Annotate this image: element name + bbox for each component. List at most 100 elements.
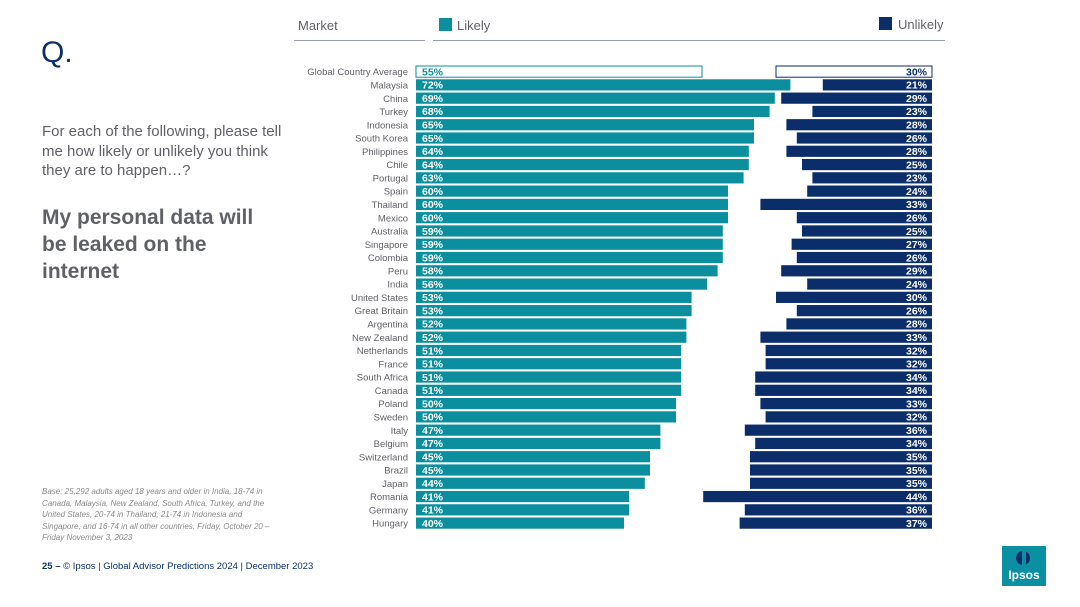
likely-bar-turkey: [416, 105, 770, 118]
likely-bar-thailand: [416, 198, 728, 210]
likely-value-portugal: 63%: [422, 173, 444, 185]
likely-bar-mexico: [416, 212, 728, 224]
unlikely-value-new-zealand: 33%: [906, 332, 928, 344]
unlikely-bar-indonesia: [786, 119, 932, 131]
likely-value-argentina: 52%: [422, 319, 444, 331]
likely-value-malaysia: 72%: [422, 80, 444, 92]
unlikely-value-chile: 25%: [906, 159, 928, 171]
likely-value-new-zealand: 52%: [422, 332, 444, 344]
unlikely-bar-china: [781, 92, 932, 104]
likely-value-thailand: 60%: [422, 199, 444, 211]
likely-value-france: 51%: [422, 359, 444, 371]
likely-value-spain: 60%: [422, 186, 444, 198]
footer-text: © Ipsos | Global Advisor Predictions 202…: [63, 561, 314, 572]
category-label-india: India: [387, 280, 408, 291]
unlikely-value-germany: 36%: [906, 505, 928, 517]
category-label-united-states: United States: [351, 293, 408, 304]
unlikely-value-thailand: 33%: [906, 199, 928, 211]
likely-value-great-britain: 53%: [422, 305, 444, 317]
unlikely-value-indonesia: 28%: [906, 120, 928, 132]
unlikely-value-sweden: 32%: [906, 412, 928, 424]
likely-value-turkey: 68%: [422, 106, 444, 118]
unlikely-bar-france: [765, 358, 932, 370]
unlikely-value-brazil: 35%: [906, 465, 928, 477]
likely-value-philippines: 64%: [422, 146, 444, 158]
category-label-peru: Peru: [388, 266, 408, 277]
footer: 25 – © Ipsos | Global Advisor Prediction…: [42, 561, 313, 572]
likely-bar-canada: [416, 384, 682, 396]
likely-value-belgium: 47%: [422, 438, 444, 450]
likely-value-australia: 59%: [422, 226, 444, 238]
unlikely-value-australia: 25%: [906, 226, 928, 238]
unlikely-bar-thailand: [760, 198, 932, 210]
unlikely-bar-brazil: [750, 464, 932, 476]
category-label-argentina: Argentina: [367, 320, 408, 331]
likely-bar-south-korea: [416, 132, 754, 144]
likely-bar-peru: [416, 265, 718, 277]
category-label-portugal: Portugal: [373, 173, 408, 184]
unlikely-bar-japan: [750, 477, 932, 489]
unlikely-value-mexico: 26%: [906, 212, 928, 224]
likely-value-mexico: 60%: [422, 212, 444, 224]
likely-bar-great-britain: [416, 305, 692, 317]
unlikely-bar-india: [807, 278, 932, 290]
unlikely-bar-chile: [802, 158, 932, 171]
unlikely-value-belgium: 34%: [906, 438, 928, 450]
base-note: Base: 25,292 adults aged 18 years and ol…: [42, 487, 270, 543]
unlikely-value-peru: 29%: [906, 266, 928, 278]
unlikely-value-malaysia: 21%: [906, 80, 928, 92]
unlikely-value-netherlands: 32%: [906, 345, 928, 357]
unlikely-value-canada: 34%: [906, 385, 928, 397]
category-label-turkey: Turkey: [379, 107, 408, 118]
category-label-brazil: Brazil: [384, 466, 408, 477]
unlikely-bar-poland: [760, 398, 932, 410]
likely-bar-philippines: [416, 145, 749, 157]
likely-bar-germany: [416, 504, 630, 516]
category-label-singapore: Singapore: [365, 240, 408, 251]
unlikely-bar-netherlands: [765, 344, 932, 357]
unlikely-value-colombia: 26%: [906, 252, 928, 264]
header-divider-left: [294, 40, 425, 41]
likely-bar-belgium: [416, 437, 661, 450]
category-label-belgium: Belgium: [374, 439, 408, 450]
unlikely-value-spain: 24%: [906, 186, 928, 198]
unlikely-value-great-britain: 26%: [906, 305, 928, 317]
unlikely-bar-canada: [755, 384, 932, 396]
category-label-malaysia: Malaysia: [371, 80, 409, 91]
category-label-netherlands: Netherlands: [357, 346, 408, 357]
likely-bar-singapore: [416, 238, 723, 250]
likely-bar-spain: [416, 185, 728, 197]
unlikely-bar-global-country-average: [775, 65, 933, 78]
unlikely-bar-spain: [807, 185, 932, 197]
category-label-japan: Japan: [382, 479, 408, 490]
question-mark-heading: Q.: [41, 36, 73, 69]
likely-bar-chile: [416, 158, 749, 171]
likely-bar-portugal: [416, 172, 744, 184]
unlikely-bar-italy: [744, 424, 932, 436]
unlikely-value-france: 32%: [906, 359, 928, 371]
unlikely-bar-mexico: [796, 212, 932, 224]
category-label-philippines: Philippines: [362, 147, 408, 158]
statement-title: My personal data will be leaked on the i…: [42, 206, 254, 283]
unlikely-value-united-states: 30%: [906, 292, 928, 304]
unlikely-value-india: 24%: [906, 279, 928, 291]
category-label-romania: Romania: [370, 492, 409, 503]
likely-bar-south-africa: [416, 371, 682, 383]
likely-bar-brazil: [416, 464, 650, 476]
ipsos-logo-cut: [1022, 549, 1026, 567]
likely-bar-hungary: [416, 517, 624, 529]
likely-value-canada: 51%: [422, 385, 444, 397]
likely-bar-switzerland: [416, 451, 650, 463]
category-label-new-zealand: New Zealand: [352, 333, 408, 344]
likely-bar-netherlands: [416, 344, 682, 357]
category-label-germany: Germany: [369, 505, 408, 516]
category-label-australia: Australia: [371, 227, 409, 238]
likely-bar-united-states: [416, 291, 692, 303]
likely-value-poland: 50%: [422, 398, 444, 410]
unlikely-bar-peru: [781, 265, 932, 277]
category-label-sweden: Sweden: [374, 412, 408, 423]
unlikely-value-china: 29%: [906, 93, 928, 105]
unlikely-bar-colombia: [796, 251, 932, 264]
legend-unlikely-swatch: [879, 17, 892, 30]
likely-value-indonesia: 65%: [422, 120, 444, 132]
